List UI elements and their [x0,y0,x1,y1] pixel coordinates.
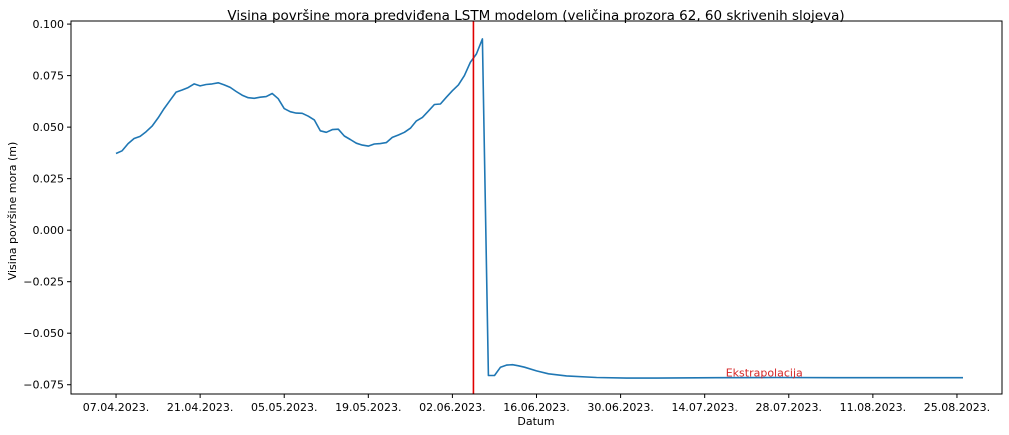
x-tick-label: 02.06.2023. [419,401,485,414]
y-tick-label: −0.075 [23,379,64,392]
x-tick-label: 30.06.2023. [587,401,653,414]
y-tick-label: 0.075 [33,70,65,83]
x-tick-label: 14.07.2023. [671,401,737,414]
chart-title: Visina površine mora predviđena LSTM mod… [227,8,844,24]
y-axis-label: Visina površine mora (m) [6,142,19,281]
x-tick-label: 25.08.2023. [924,401,990,414]
x-tick-label: 16.06.2023. [503,401,569,414]
x-tick-label: 19.05.2023. [335,401,401,414]
x-tick-label: 11.08.2023. [840,401,906,414]
x-axis: 07.04.2023. 21.04.2023. 05.05.2023. 19.05.2… [83,394,990,414]
x-tick-label: 28.07.2023. [756,401,822,414]
x-tick-label: 07.04.2023. [83,401,149,414]
y-tick-label: 0.050 [33,121,65,134]
y-tick-label: 0.025 [33,173,65,186]
y-tick-label: −0.050 [23,327,64,340]
y-axis: 0.100 0.075 0.050 0.025 0.000 −0.025 −0.050 −0.… [23,18,71,392]
x-tick-label: 05.05.2023. [251,401,317,414]
plot-area [115,21,963,394]
y-tick-label: 0.000 [33,224,65,237]
x-tick-label: 21.04.2023. [167,401,233,414]
y-tick-label: 0.100 [33,18,65,31]
x-axis-label: Datum [517,415,554,428]
plot-frame [70,20,1003,395]
y-tick-label: −0.025 [23,276,64,289]
extrapolation-annotation: Ekstrapolacija [726,366,803,379]
series-line [115,38,963,379]
